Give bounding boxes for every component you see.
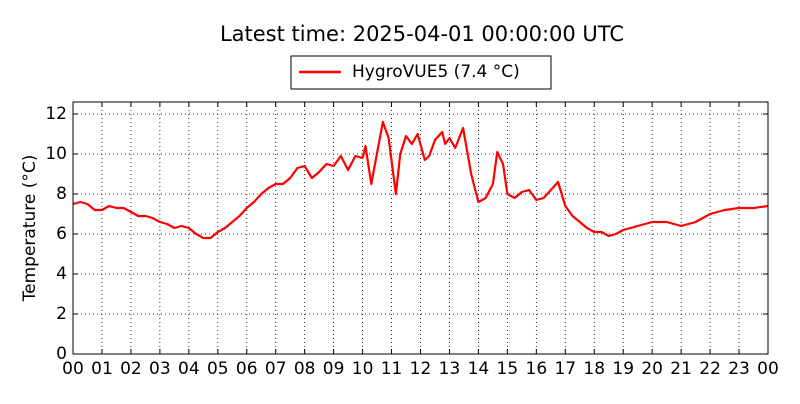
x-tick-label: 20 xyxy=(641,359,663,379)
x-tick-label: 09 xyxy=(323,359,345,379)
chart-title: Latest time: 2025-04-01 00:00:00 UTC xyxy=(220,22,624,46)
x-tick-label: 08 xyxy=(294,359,316,379)
x-tick-label: 23 xyxy=(728,359,750,379)
y-tick-label: 10 xyxy=(45,144,67,164)
x-tick-label: 00 xyxy=(62,359,84,379)
x-tick-label: 15 xyxy=(497,359,519,379)
y-tick-label: 8 xyxy=(56,184,67,204)
x-tick-label: 18 xyxy=(583,359,605,379)
x-tick-label: 11 xyxy=(381,359,403,379)
y-axis-label: Temperature (°C) xyxy=(20,155,40,303)
x-tick-label: 14 xyxy=(468,359,490,379)
legend-label: HygroVUE5 (7.4 °C) xyxy=(352,62,520,82)
x-tick-label: 22 xyxy=(699,359,721,379)
plot-frame xyxy=(72,101,769,355)
x-tick-label: 03 xyxy=(149,359,171,379)
x-tick-label: 04 xyxy=(178,359,200,379)
x-tick-label: 10 xyxy=(352,359,374,379)
x-tick-label: 12 xyxy=(410,359,432,379)
x-tick-label: 13 xyxy=(439,359,461,379)
x-tick-label: 01 xyxy=(91,359,113,379)
x-tick-label: 17 xyxy=(554,359,576,379)
y-tick-label: 6 xyxy=(56,224,67,244)
data-line xyxy=(72,120,769,240)
x-tick-label: 00 xyxy=(757,359,779,379)
x-tick-label: 02 xyxy=(120,359,142,379)
y-tick-label: 12 xyxy=(45,104,67,124)
y-tick-label: 4 xyxy=(56,264,67,284)
x-tick-label: 16 xyxy=(526,359,548,379)
y-tick-label: 2 xyxy=(56,304,67,324)
y-tick-label: 0 xyxy=(56,344,67,364)
x-tick-label: 06 xyxy=(236,359,258,379)
x-tick-label: 19 xyxy=(612,359,634,379)
x-tick-label: 05 xyxy=(207,359,229,379)
x-tick-label: 07 xyxy=(265,359,287,379)
x-tick-label: 21 xyxy=(670,359,692,379)
